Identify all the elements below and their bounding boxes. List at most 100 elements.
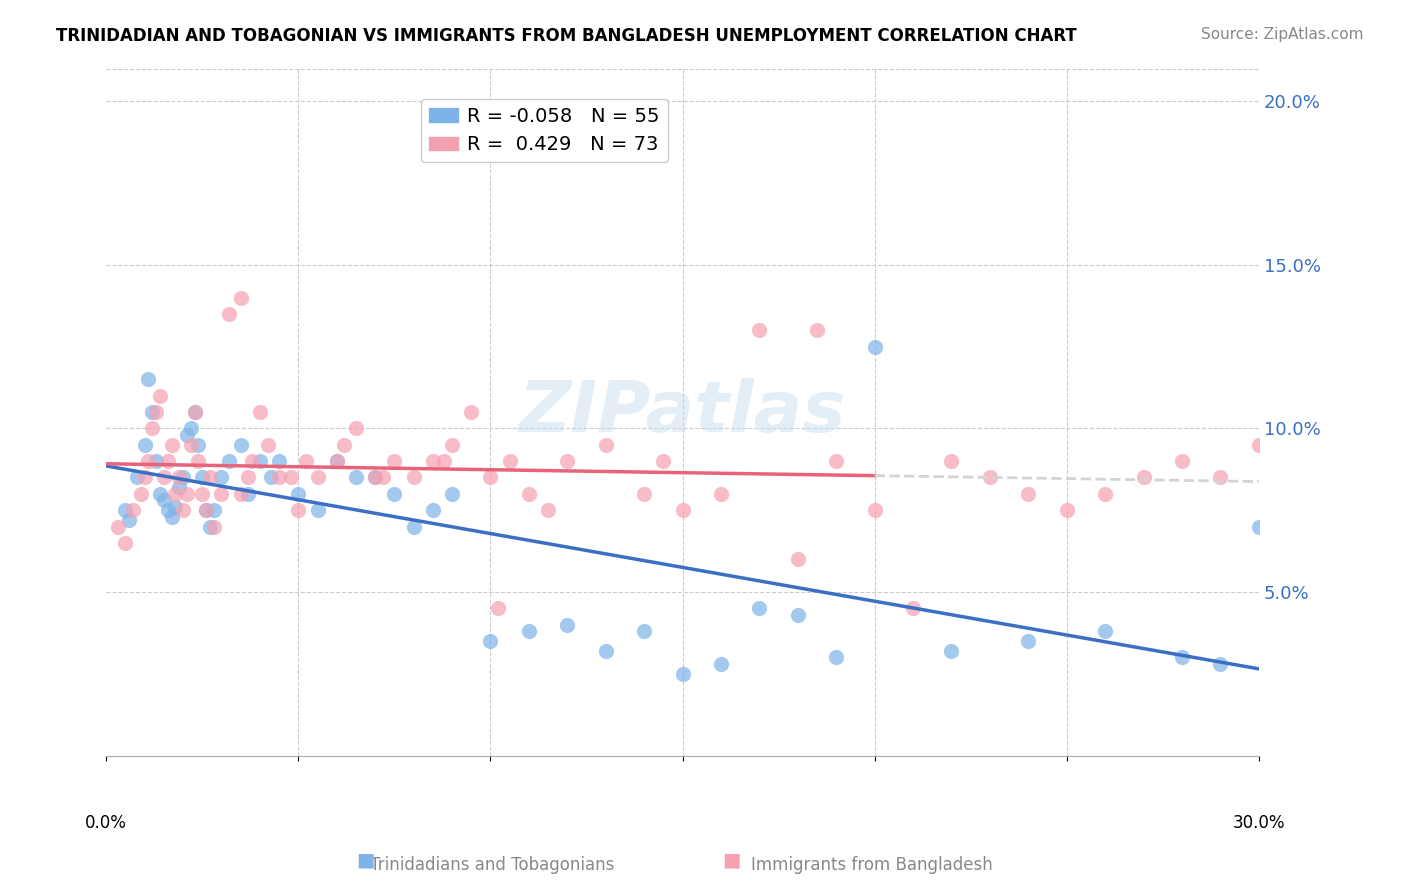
Point [1171, 454, 1194, 468]
Point [172, 503, 194, 517]
Point [786, 607, 808, 622]
Point [806, 323, 828, 337]
Point [555, 617, 578, 632]
Point [460, 405, 482, 419]
Point [433, 454, 456, 468]
Point [240, 454, 263, 468]
Point [786, 552, 808, 566]
Point [218, 307, 240, 321]
Point [187, 438, 209, 452]
Point [748, 601, 770, 615]
Point [176, 428, 198, 442]
Point [671, 666, 693, 681]
Point [183, 405, 205, 419]
Point [156, 503, 179, 517]
Point [1247, 519, 1270, 533]
Point [364, 470, 387, 484]
Point [422, 503, 444, 517]
Point [165, 487, 187, 501]
Point [138, 372, 160, 386]
Point [941, 644, 963, 658]
Point [479, 470, 502, 484]
Text: 0.0%: 0.0% [86, 814, 127, 832]
Point [498, 454, 520, 468]
Point [402, 470, 425, 484]
Point [176, 487, 198, 501]
Point [114, 503, 136, 517]
Point [153, 470, 176, 484]
Point [863, 503, 886, 517]
Point [440, 487, 463, 501]
Point [141, 421, 163, 435]
Point [172, 470, 194, 484]
Point [165, 500, 187, 514]
Point [371, 470, 394, 484]
Point [344, 421, 367, 435]
Point [238, 470, 260, 484]
Text: ■: ■ [356, 851, 375, 870]
Text: 30.0%: 30.0% [1233, 814, 1285, 832]
Text: Source: ZipAtlas.com: Source: ZipAtlas.com [1201, 27, 1364, 42]
Point [344, 470, 367, 484]
Point [941, 454, 963, 468]
Point [211, 487, 233, 501]
Point [326, 454, 349, 468]
Point [167, 470, 190, 484]
Point [134, 438, 156, 452]
Point [145, 405, 167, 419]
Point [517, 487, 540, 501]
Point [287, 487, 309, 501]
Point [1247, 438, 1270, 452]
Point [149, 487, 172, 501]
Point [260, 470, 283, 484]
Point [307, 503, 329, 517]
Point [384, 487, 406, 501]
Point [138, 454, 160, 468]
Text: ZIPatlas: ZIPatlas [519, 377, 846, 447]
Point [191, 470, 214, 484]
Point [125, 470, 148, 484]
Point [249, 405, 271, 419]
Point [295, 454, 318, 468]
Point [129, 487, 152, 501]
Point [141, 405, 163, 419]
Point [333, 438, 356, 452]
Point [280, 470, 302, 484]
Point [1132, 470, 1154, 484]
Point [134, 470, 156, 484]
Point [825, 454, 848, 468]
Point [479, 634, 502, 648]
Point [710, 657, 733, 671]
Point [863, 340, 886, 354]
Point [122, 503, 145, 517]
Point [440, 438, 463, 452]
Text: TRINIDADIAN AND TOBAGONIAN VS IMMIGRANTS FROM BANGLADESH UNEMPLOYMENT CORRELATIO: TRINIDADIAN AND TOBAGONIAN VS IMMIGRANTS… [56, 27, 1077, 45]
Legend: R = -0.058   N = 55, R =  0.429   N = 73: R = -0.058 N = 55, R = 0.429 N = 73 [420, 99, 668, 162]
Point [153, 493, 176, 508]
Point [402, 519, 425, 533]
Point [1209, 657, 1232, 671]
Point [107, 519, 129, 533]
Point [901, 601, 924, 615]
Point [595, 644, 617, 658]
Point [180, 438, 202, 452]
Point [218, 454, 240, 468]
Point [118, 513, 141, 527]
Point [202, 503, 225, 517]
Point [537, 503, 560, 517]
Point [710, 487, 733, 501]
Point [156, 454, 179, 468]
Point [1017, 487, 1039, 501]
Point [198, 519, 221, 533]
Point [249, 454, 271, 468]
Point [979, 470, 1001, 484]
Point [229, 487, 252, 501]
Point [149, 389, 172, 403]
Point [202, 519, 225, 533]
Point [269, 470, 291, 484]
Text: ■: ■ [721, 851, 741, 870]
Point [825, 650, 848, 665]
Point [191, 487, 214, 501]
Point [1209, 470, 1232, 484]
Text: Trinidadians and Tobagonians: Trinidadians and Tobagonians [370, 856, 614, 874]
